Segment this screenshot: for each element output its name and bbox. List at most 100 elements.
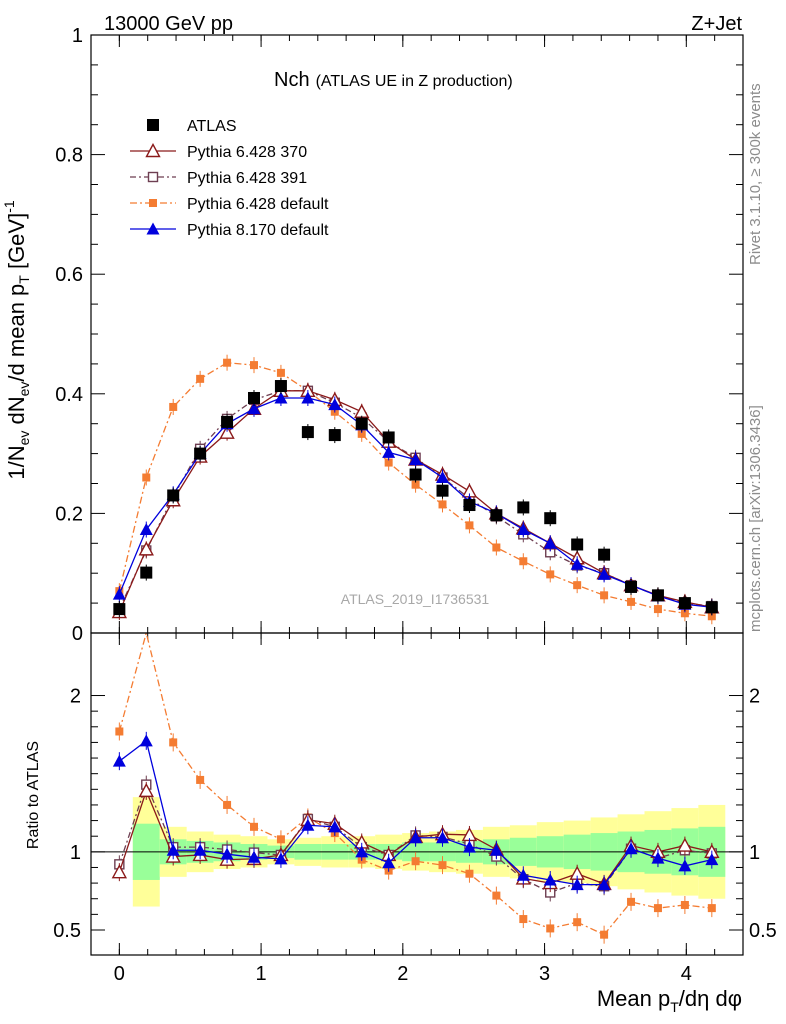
ratio-point-pythia-8-170-default (597, 878, 611, 891)
data-point-pythia-6-428-default (384, 458, 393, 467)
data-point-pythia-6-428-default (519, 557, 528, 566)
ratio-line-pythia-6-428-default (118, 630, 712, 936)
data-point-pythia-8-170-default (436, 471, 450, 484)
legend-marker-pythia-6-428-391 (147, 171, 159, 183)
ratio-point-pythia-6-428-default (680, 900, 689, 909)
ratio-point-pythia-6-428-default (627, 897, 636, 906)
header-energy-label: 13000 GeV pp (104, 13, 233, 35)
data-point-atlas (274, 380, 287, 393)
plot-subtitle: (ATLAS UE in Z production) (316, 73, 513, 90)
legend-marker-pythia-6-428-370 (145, 143, 161, 158)
ratio-point-pythia-6-428-default (223, 800, 232, 809)
ratio-point-pythia-6-428-default (276, 835, 285, 844)
data-point-atlas (194, 447, 207, 460)
ratio-axis-label: Ratio to ATLAS (25, 741, 42, 849)
ratio-point-pythia-8-170-default (139, 734, 153, 747)
ratio-tick-label-left: 1 (70, 842, 81, 864)
series-line-pythia-6-428-370 (118, 390, 712, 613)
ratio-point-pythia-6-428-default (600, 930, 609, 939)
ratio-point-pythia-8-170-default (382, 856, 396, 869)
data-point-pythia-8-170-default (543, 536, 557, 549)
data-point-pythia-8-170-default (597, 567, 611, 580)
ratio-point-pythia-6-428-default (196, 775, 205, 784)
data-point-atlas (113, 603, 126, 616)
data-point-pythia-6-428-default (196, 374, 205, 383)
data-point-atlas (651, 589, 664, 602)
data-point-atlas (140, 566, 153, 579)
data-point-pythia-6-428-370 (219, 424, 235, 439)
data-point-atlas (463, 499, 476, 512)
legend: ATLAS Pythia 6.428 370 Pythia 6.428 391 Pyt… (130, 118, 329, 239)
data-point-pythia-6-428-default (250, 361, 258, 370)
ratio-point-pythia-6-428-370 (138, 782, 154, 798)
data-point-atlas (490, 509, 503, 522)
data-point-atlas (571, 538, 584, 551)
data-point-atlas (355, 417, 368, 430)
x-axis-label: Mean pT/dη dφ (597, 986, 742, 1015)
mcplots-label: mcplots.cern.ch [arXiv:1306.3436] (747, 405, 764, 632)
data-point-atlas (221, 415, 234, 428)
data-point-atlas (705, 601, 718, 614)
ratio-point-pythia-8-170-default (301, 818, 315, 831)
legend-label-pythia-6-428-default: Pythia 6.428 default (187, 196, 329, 213)
ratio-point-pythia-8-170-default (328, 820, 342, 833)
ratio-point-pythia-6-428-default (546, 924, 555, 933)
data-point-pythia-6-428-default (653, 605, 662, 614)
ratio-point-pythia-6-428-default (169, 738, 178, 747)
x-tick-label: 1 (256, 963, 267, 985)
x-tick-label: 0 (114, 963, 125, 985)
ratio-point-pythia-8-170-default (705, 853, 719, 866)
x-tick-label: 4 (681, 963, 692, 985)
legend-label-atlas: ATLAS (187, 118, 237, 135)
data-point-atlas (436, 484, 449, 497)
main-plot-series (111, 354, 720, 625)
data-point-pythia-6-428-default (707, 612, 716, 621)
legend-label-pythia-6-428-391: Pythia 6.428 391 (187, 170, 307, 187)
x-tick-label: 3 (539, 963, 550, 985)
data-point-pythia-6-428-370 (354, 403, 370, 418)
data-point-pythia-6-428-default (276, 368, 285, 377)
data-point-pythia-6-428-default (169, 402, 178, 411)
data-point-atlas (248, 391, 260, 404)
data-point-atlas (517, 501, 530, 514)
data-point-pythia-6-428-default (438, 500, 447, 509)
ratio-point-pythia-6-428-default (465, 869, 474, 878)
data-point-pythia-8-170-default (516, 523, 530, 536)
data-point-pythia-8-170-default (301, 391, 315, 404)
ratio-point-pythia-6-428-370 (111, 864, 128, 879)
ratio-point-pythia-6-428-default (492, 891, 501, 900)
ratio-plot-frame (90, 632, 744, 956)
ratio-point-pythia-8-170-default (570, 878, 584, 891)
data-point-pythia-8-170-default (112, 587, 126, 600)
ratio-point-pythia-6-428-default (653, 904, 662, 913)
data-point-atlas (328, 429, 341, 442)
data-point-pythia-6-428-370 (138, 541, 154, 556)
data-point-pythia-8-170-default (570, 557, 584, 570)
data-point-atlas (167, 489, 180, 502)
y-tick-label: 0 (72, 623, 83, 645)
series-line-pythia-6-428-default (118, 362, 712, 617)
y-tick-label: 0.8 (55, 145, 83, 167)
data-point-pythia-6-428-default (142, 473, 151, 482)
ratio-point-pythia-6-428-default (519, 915, 528, 924)
header-process-label: Z+Jet (691, 13, 742, 35)
ratio-tick-label-left: 2 (70, 686, 81, 708)
analysis-watermark: ATLAS_2019_I1736531 (341, 591, 490, 607)
data-point-pythia-6-428-default (546, 570, 555, 579)
series-line-pythia-6-428-391 (118, 390, 712, 610)
ratio-point-pythia-8-170-default (489, 843, 503, 856)
series-line-pythia-8-170-default (118, 397, 712, 608)
ratio-point-pythia-6-428-default (707, 904, 716, 913)
data-point-pythia-8-170-default (274, 391, 288, 404)
data-point-pythia-6-428-default (411, 480, 420, 489)
data-point-pythia-8-170-default (139, 523, 153, 536)
ratio-point-pythia-8-170-default (462, 840, 476, 853)
ratio-point-pythia-8-170-default (355, 845, 369, 858)
ratio-point-pythia-6-428-default (250, 822, 258, 831)
ratio-point-pythia-6-428-default (573, 918, 582, 927)
legend-marker-atlas (147, 119, 159, 131)
data-point-atlas (301, 426, 314, 439)
data-point-atlas (382, 431, 395, 444)
data-point-pythia-6-428-default (680, 609, 689, 618)
